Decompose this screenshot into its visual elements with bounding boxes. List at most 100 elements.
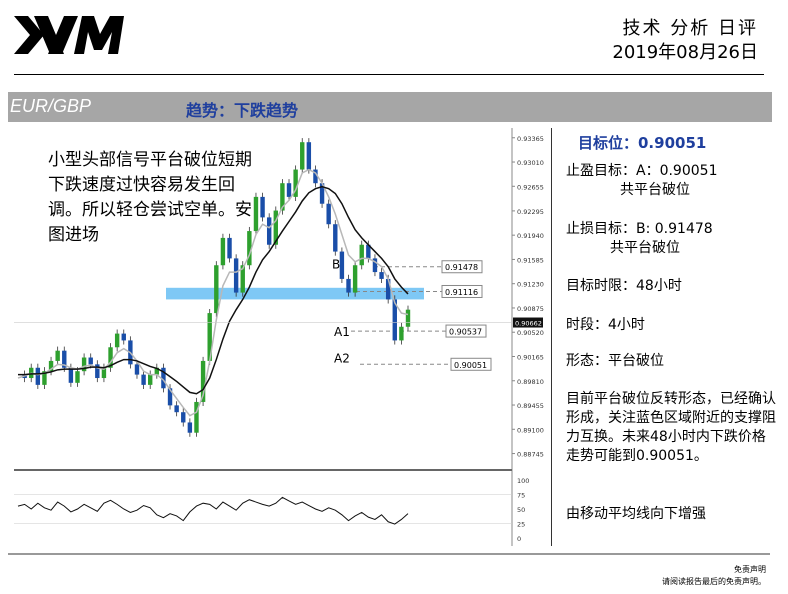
time-limit: 目标时限：48小时 <box>566 278 682 294</box>
candle-body <box>352 265 358 293</box>
price-tick-label: 0.91230 <box>517 281 544 289</box>
candle-body <box>134 364 140 375</box>
level-price-box <box>441 260 483 274</box>
logo-text: XM <box>16 55 18 57</box>
price-tick-label: 0.92295 <box>517 208 544 216</box>
candle-body <box>95 364 100 379</box>
price-tick-label: 0.92655 <box>517 183 544 191</box>
candle-body <box>167 388 173 406</box>
support-zone <box>166 287 424 300</box>
candle-body <box>233 258 239 293</box>
pattern: 形态：平台破位 <box>566 353 664 369</box>
chart-annotation: 小型头部信号平台破位短期下跌速度过快容易发生回调。所以轻仓尝试空单。安图进场 <box>48 150 252 245</box>
candle-body <box>227 237 232 259</box>
oscillator-line <box>17 496 409 525</box>
stop-loss-line1: 止损目标：B: 0.91478 <box>566 221 713 237</box>
chart-sidebar-divider <box>551 128 552 546</box>
candle-body <box>359 244 364 266</box>
candle-body <box>399 326 404 341</box>
level-price-box <box>450 357 492 371</box>
target-price: 目标位：0.90051 <box>578 134 707 152</box>
candle-body <box>372 258 378 273</box>
report-title: 技术 分析 日评 <box>622 18 758 39</box>
oscillator-panel: 100 75 50 25 0 <box>14 477 529 543</box>
disclaimer-text: 请阅读报告最后的免责声明。 <box>662 577 766 586</box>
timeframe: 时段：4小时 <box>566 317 645 333</box>
candle-body <box>306 142 312 170</box>
candle-body <box>42 371 47 385</box>
price-tick-label: 0.91940 <box>517 232 544 240</box>
pair-banner <box>8 92 772 122</box>
current-price-marker: 0.90662 <box>14 317 543 328</box>
take-profit-line2: 共平台破位 <box>620 182 690 198</box>
candle-body <box>68 367 74 383</box>
candle-body <box>240 265 245 293</box>
candle-body <box>81 357 87 372</box>
candle-body <box>333 224 338 252</box>
candle-body <box>88 357 93 365</box>
stop-loss-line2: 共平台破位 <box>610 240 680 256</box>
candle-body <box>339 251 345 279</box>
candle-body <box>154 367 160 375</box>
level-price-box <box>441 284 483 298</box>
candle-body <box>75 371 80 383</box>
price-tick-label: 0.90520 <box>517 329 544 337</box>
candle-body <box>194 401 199 433</box>
candle-body <box>121 333 126 341</box>
currency-pair: EUR/GBP <box>10 96 92 116</box>
candle-body <box>366 244 371 259</box>
candle-body <box>392 299 397 341</box>
trend-label: 趋势：下跌趋势 <box>186 101 299 120</box>
candle-body <box>148 374 153 385</box>
take-profit: 止盈目标：A：0.90051 共平台破位 <box>566 162 717 200</box>
price-axis-ticks: 0.93365 0.93010 0.92655 0.92295 0.91940 0.915… <box>512 135 544 459</box>
take-profit-line1: 止盈目标：A：0.90051 <box>566 163 718 179</box>
current-price-box <box>513 317 543 328</box>
ma-note: 由移动平均线向下增强 <box>566 506 706 522</box>
ma-slow-line <box>18 185 409 395</box>
candle-body <box>266 217 272 245</box>
level-letter-label: A2 <box>334 351 350 365</box>
analysis-text: 目前平台破位反转形态，已经确认形成，关注蓝色区域附近的支撑阻力互换。未来48小时… <box>566 391 776 464</box>
candle-body <box>273 210 278 245</box>
header-divider <box>14 74 764 75</box>
level-letter-label: A1 <box>334 325 350 339</box>
level-price-label: 0.91478 <box>445 263 478 272</box>
price-tick-label: 0.90875 <box>517 305 544 313</box>
current-price-label: 0.90662 <box>515 320 542 328</box>
candle-body <box>253 196 259 232</box>
candle-body <box>101 367 107 379</box>
ma-fast-line <box>17 168 409 417</box>
candle-body <box>300 142 305 170</box>
candle-body <box>405 309 411 327</box>
candle-body <box>379 272 384 279</box>
candle-body <box>181 412 186 423</box>
candle-body <box>247 231 252 266</box>
candle-body <box>187 422 193 433</box>
price-levels: 0.91478 B 0.91116 0.90537 A1 0.90051 A2 <box>332 258 492 371</box>
level-letter-label: B <box>332 258 340 272</box>
report-date: 2019年08月26日 <box>612 42 758 63</box>
candle-body <box>114 333 120 348</box>
candle-body <box>286 183 292 197</box>
candle-body <box>207 313 212 361</box>
oscillator-tick-label: 50 <box>517 506 525 514</box>
candle-body <box>161 367 166 389</box>
price-tick-label: 0.93365 <box>517 135 544 143</box>
candle-body <box>35 367 41 385</box>
price-tick-label: 0.88745 <box>517 451 544 459</box>
candle-body <box>62 350 67 368</box>
oscillator-tick-label: 0 <box>517 535 521 543</box>
level-price-label: 0.90051 <box>454 361 487 370</box>
candle-body <box>55 350 60 361</box>
oscillator-tick-label: 100 <box>517 477 529 485</box>
candle-body <box>313 169 318 184</box>
price-tick-label: 0.89455 <box>517 402 544 410</box>
level-price-label: 0.90537 <box>449 328 482 337</box>
disclaimer-title: 免责声明 <box>734 565 766 574</box>
footer-divider <box>8 553 770 555</box>
candle-body <box>346 278 351 293</box>
price-tick-label: 0.91585 <box>517 256 544 264</box>
candle-body <box>319 183 325 204</box>
candle-body <box>141 374 146 385</box>
